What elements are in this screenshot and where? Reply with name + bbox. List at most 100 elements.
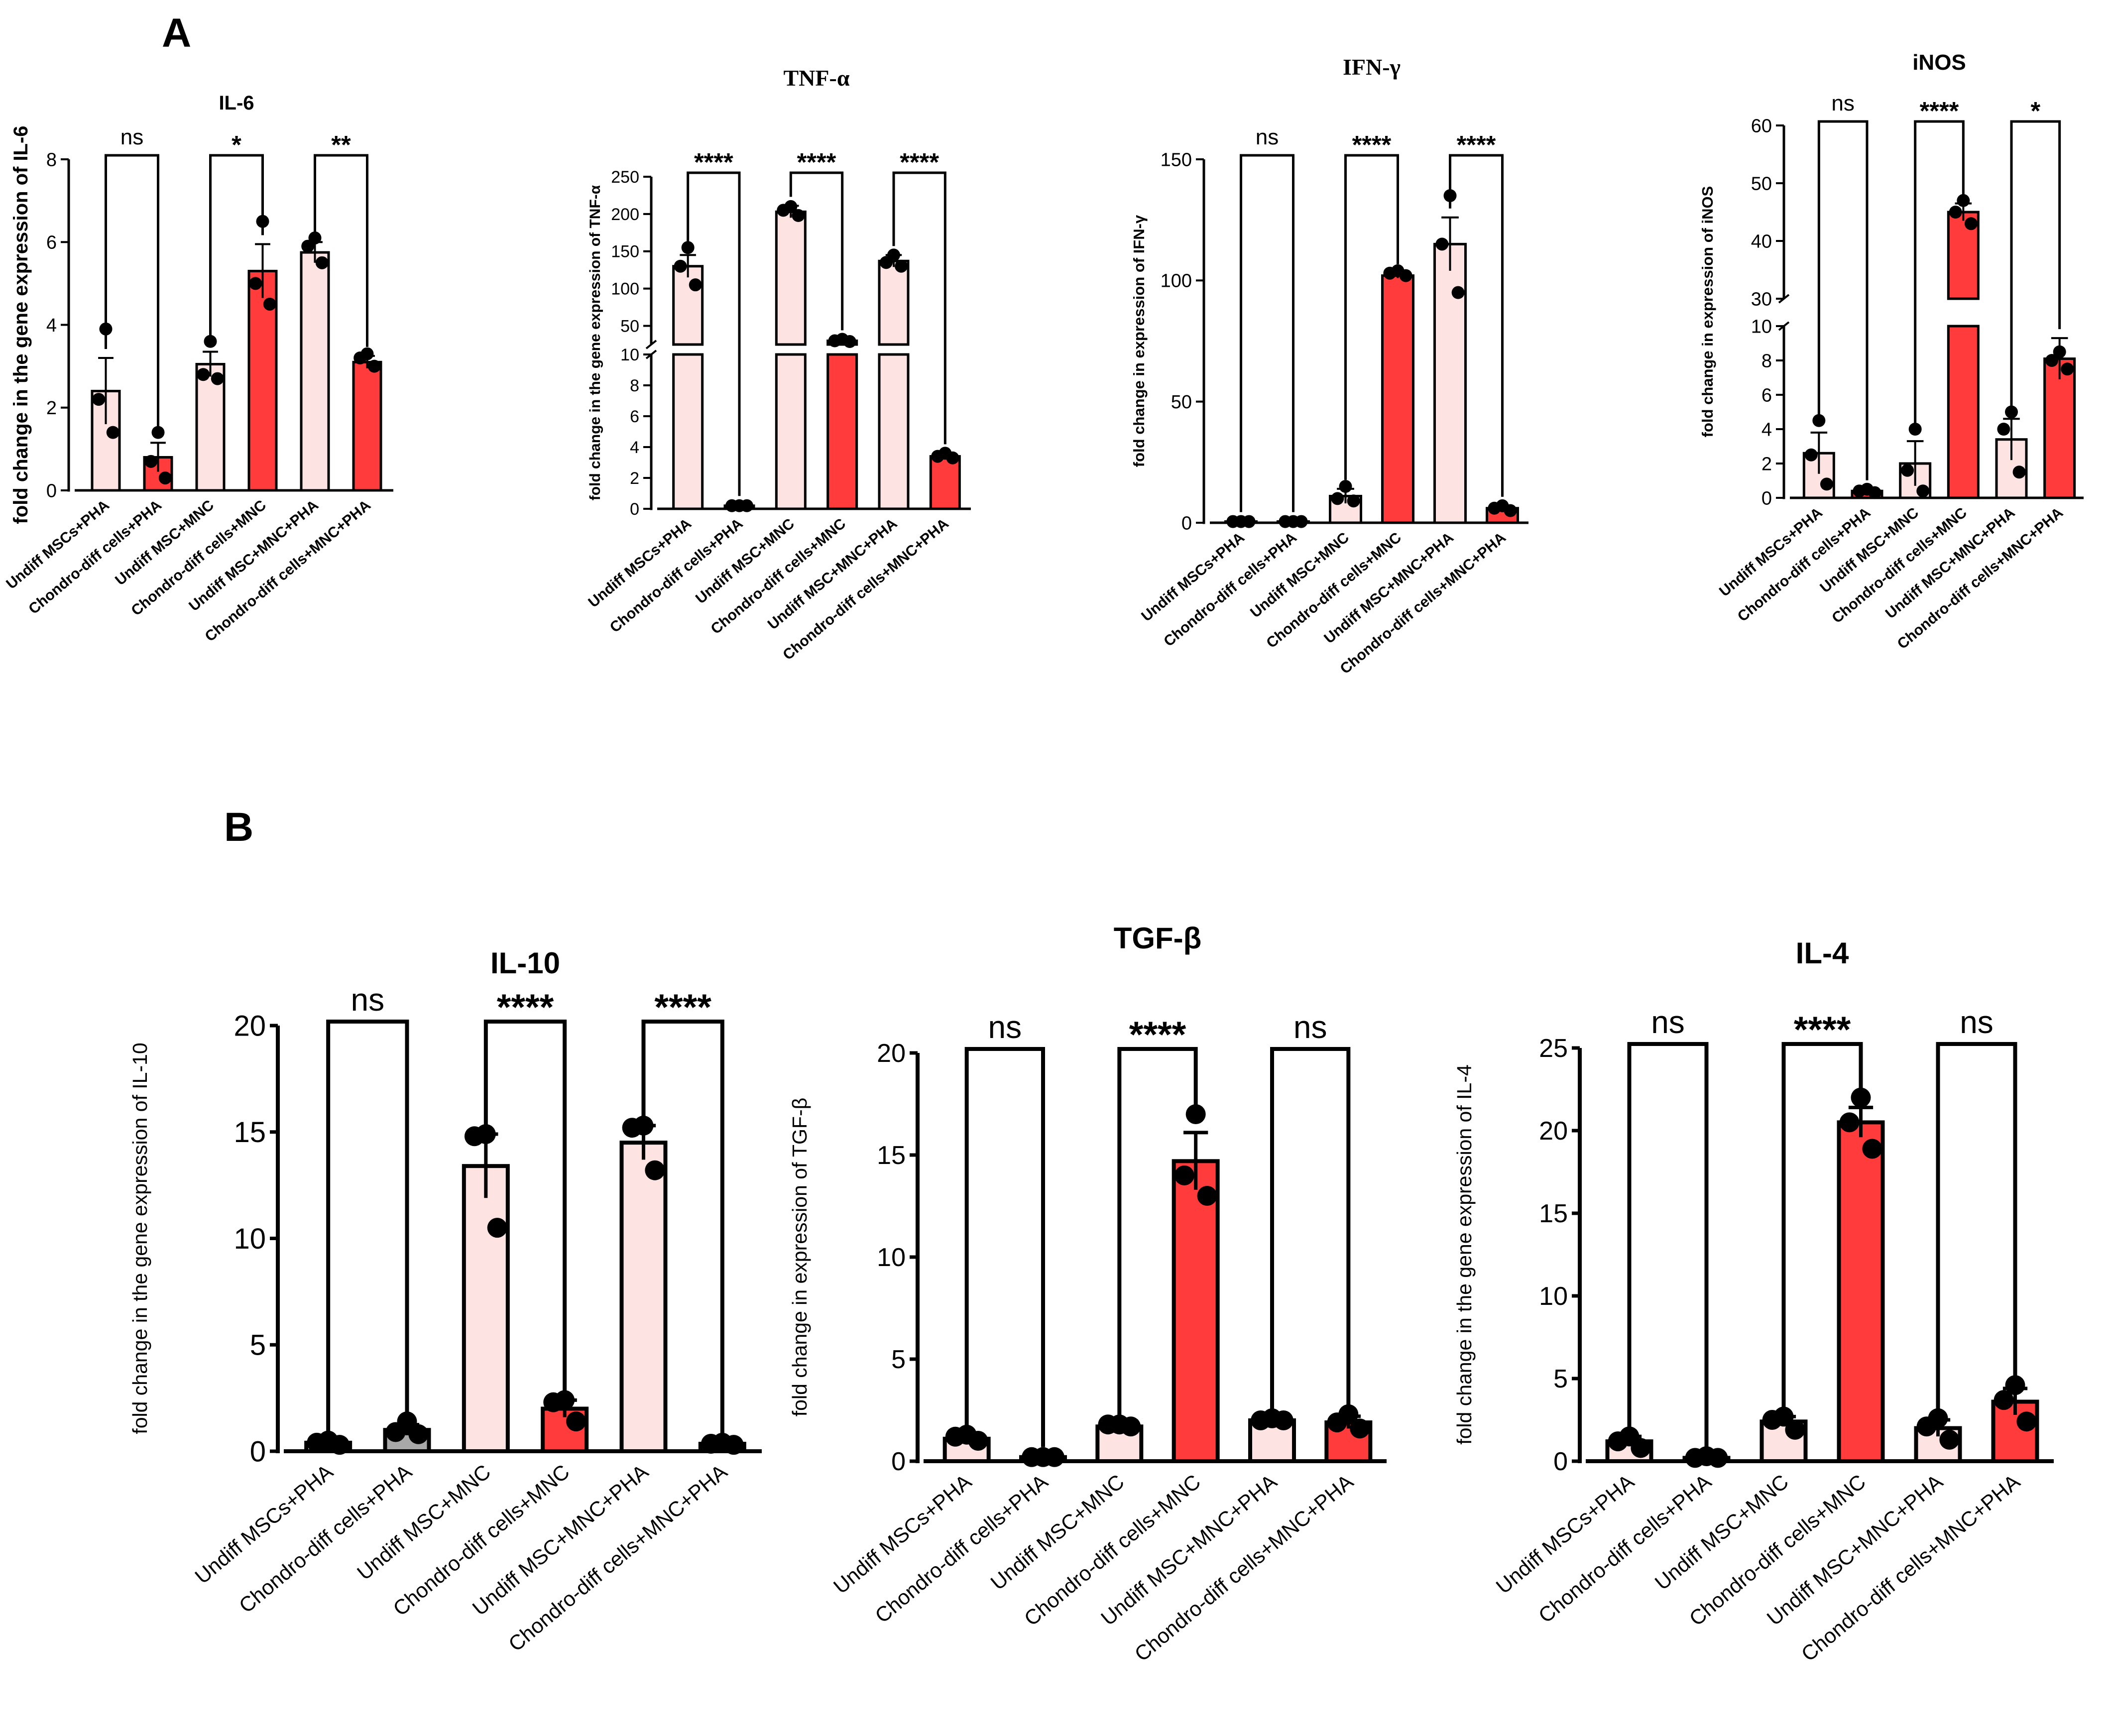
y-tick-label: 0 (1181, 513, 1192, 534)
data-point (1994, 1390, 2014, 1410)
data-point (1251, 1410, 1271, 1430)
x-tick-label: Undiff MSCs+PHA (1492, 1470, 1639, 1598)
significance-bracket (964, 1047, 1045, 1447)
y-tick-label: 0 (1553, 1447, 1568, 1476)
data-point (2005, 405, 2018, 419)
chart-title: IFN-γ (1343, 54, 1401, 80)
data-point (792, 209, 805, 222)
data-point (464, 1126, 484, 1147)
bar (195, 362, 226, 492)
data-point (1939, 1429, 1960, 1450)
data-point (1098, 1414, 1118, 1435)
panel-label-b: B (224, 805, 254, 850)
bar-upper (775, 210, 807, 346)
y-tick-label: 50 (620, 317, 639, 336)
data-point (1785, 1419, 1805, 1440)
significance-bracket (1449, 154, 1504, 497)
chart-ifng: IFN-γ fold change in expression of IFN-γ 0… (1130, 54, 1528, 677)
x-tick-label: Undiff MSC+MNC (986, 1470, 1129, 1595)
data-point (1820, 477, 1833, 491)
y-axis-label: fold change in the gene expression of IL… (128, 1042, 151, 1434)
y-tick-label: 6 (46, 232, 57, 253)
significance-label: ns (351, 982, 385, 1018)
bar (91, 390, 121, 492)
panel-label-a: A (162, 10, 192, 56)
data-point (158, 471, 172, 485)
significance-label: **** (1352, 130, 1392, 159)
y-tick-label: 20 (234, 1010, 266, 1042)
data-point (1121, 1416, 1141, 1437)
y-tick-label: 50 (1751, 173, 1772, 194)
data-point (945, 1426, 965, 1447)
data-point (1964, 217, 1978, 231)
chart-il10: IL-10 fold change in the gene expression … (128, 946, 762, 1656)
data-point (931, 450, 944, 463)
y-tick-label: 20 (877, 1039, 906, 1068)
significance-bracket (1781, 1042, 1863, 1408)
y-tick-label: 30 (1751, 289, 1772, 310)
significance-bracket (892, 171, 946, 445)
data-point (1350, 1418, 1370, 1439)
y-tick-label: 2 (1761, 454, 1772, 474)
data-point (1957, 194, 1970, 207)
data-point (725, 499, 738, 512)
bar (672, 353, 704, 510)
y-tick-label: 15 (234, 1116, 266, 1149)
significance-label: **** (654, 986, 711, 1028)
y-tick-label: 0 (630, 500, 639, 519)
data-point (1488, 501, 1501, 515)
data-point (144, 455, 158, 468)
chart-title: IL-6 (219, 92, 254, 114)
data-point (1435, 237, 1449, 251)
bar (1433, 242, 1467, 524)
data-point (2005, 1375, 2025, 1395)
data-point (1197, 1186, 1217, 1206)
data-point (1399, 269, 1412, 282)
significance-bracket (687, 171, 741, 496)
significance-label: ns (1293, 1009, 1327, 1045)
bar-upper (672, 265, 704, 346)
significance-label: ns (988, 1009, 1022, 1045)
y-tick-label: 0 (891, 1447, 906, 1476)
bar (1381, 274, 1414, 524)
significance-label: ns (1831, 91, 1854, 116)
significance-bracket (641, 1020, 724, 1434)
data-point (315, 256, 329, 269)
x-tick-label: Undiff MSCs+PHA (829, 1470, 976, 1598)
data-point (1242, 515, 1256, 528)
y-axis-label: fold change in expression of iNOS (1699, 186, 1716, 438)
y-axis-label: fold change in expression of IFN-γ (1130, 215, 1148, 467)
data-point (2045, 354, 2059, 367)
y-tick-label: 6 (630, 407, 639, 426)
data-point (1608, 1431, 1628, 1452)
y-tick-label: 0 (46, 480, 57, 501)
x-tick-label: Undiff MSC+MNC (112, 497, 217, 588)
data-point (367, 359, 381, 373)
significance-bracket (1344, 154, 1399, 480)
data-point (1916, 484, 1930, 498)
chart-title: IL-4 (1796, 936, 1849, 970)
data-point (1901, 463, 1914, 477)
y-tick-label: 250 (611, 168, 639, 187)
data-point (1339, 480, 1352, 493)
y-axis-label: fold change in expression of TGF-β (788, 1098, 811, 1416)
data-point (1862, 1139, 1882, 1159)
data-point (828, 334, 841, 347)
y-tick-label: 4 (630, 438, 639, 457)
data-point (1279, 515, 1292, 528)
y-tick-label: 10 (877, 1243, 906, 1272)
data-point (1868, 486, 1881, 499)
chart-tgfb: TGF-β fold change in expression of TGF-β 0… (788, 922, 1387, 1666)
data-point (106, 426, 119, 439)
y-tick-label: 20 (1539, 1117, 1568, 1146)
y-axis-label: fold change in the gene expression of IL… (10, 125, 32, 524)
data-point (211, 372, 224, 385)
data-point (353, 351, 367, 364)
y-tick-label: 40 (1751, 231, 1772, 252)
bar (1172, 1159, 1220, 1464)
data-point (1347, 494, 1360, 508)
x-tick-label: Undiff MSC+MNC (1650, 1470, 1793, 1595)
chart-title: IL-10 (490, 946, 560, 980)
significance-bracket (1240, 154, 1294, 512)
data-point (1294, 515, 1308, 528)
